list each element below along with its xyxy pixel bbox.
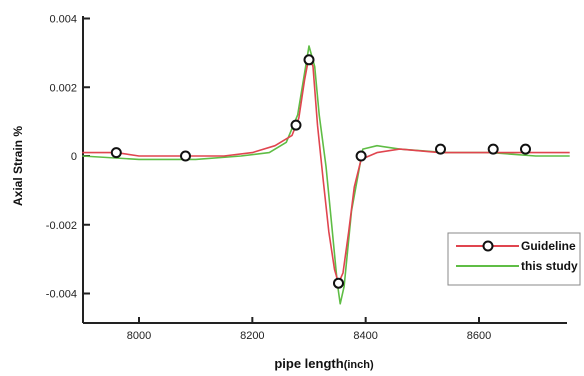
data-point-marker [180, 150, 191, 162]
y-tick-label: -0.004 [46, 289, 77, 301]
x-axis-title-unit: (inch) [344, 359, 374, 371]
legend-box [447, 232, 581, 286]
data-point-marker [303, 54, 315, 66]
y-tick-labels: 0.004 0.002 0 -0.002 -0.004 [46, 14, 77, 301]
series-markers [110, 54, 531, 289]
legend-marker-guideline [482, 240, 494, 252]
data-point-marker [520, 143, 531, 155]
series-lines [82, 45, 570, 305]
x-axis-title-main: pipe length [274, 356, 343, 371]
data-point-marker [435, 143, 446, 155]
y-tick-label: 0.004 [49, 14, 77, 26]
x-tick-label: 8400 [353, 330, 377, 342]
legend-label-this-study: this study [521, 259, 578, 273]
legend: Guideline this study [447, 232, 581, 286]
x-ticks [138, 317, 480, 323]
data-point-marker [487, 143, 499, 155]
x-tick-label: 8000 [127, 330, 151, 342]
data-point-marker [110, 147, 122, 159]
x-tick-labels: 8000 8200 8400 8600 [127, 330, 491, 342]
data-point-marker [290, 119, 302, 131]
legend-label-guideline: Guideline [521, 239, 576, 253]
y-tick-label: -0.002 [46, 220, 77, 232]
data-point-marker [355, 150, 367, 162]
y-tick-label: 0.002 [49, 82, 77, 94]
x-tick-label: 8200 [240, 330, 264, 342]
data-point-marker [333, 277, 344, 289]
series-line-guideline [82, 55, 570, 285]
y-tick-label: 0 [71, 151, 77, 163]
x-axis-title: pipe length(inch) [274, 356, 374, 371]
y-axis-title: Axial Strain % [11, 126, 25, 206]
x-tick-label: 8600 [467, 330, 491, 342]
